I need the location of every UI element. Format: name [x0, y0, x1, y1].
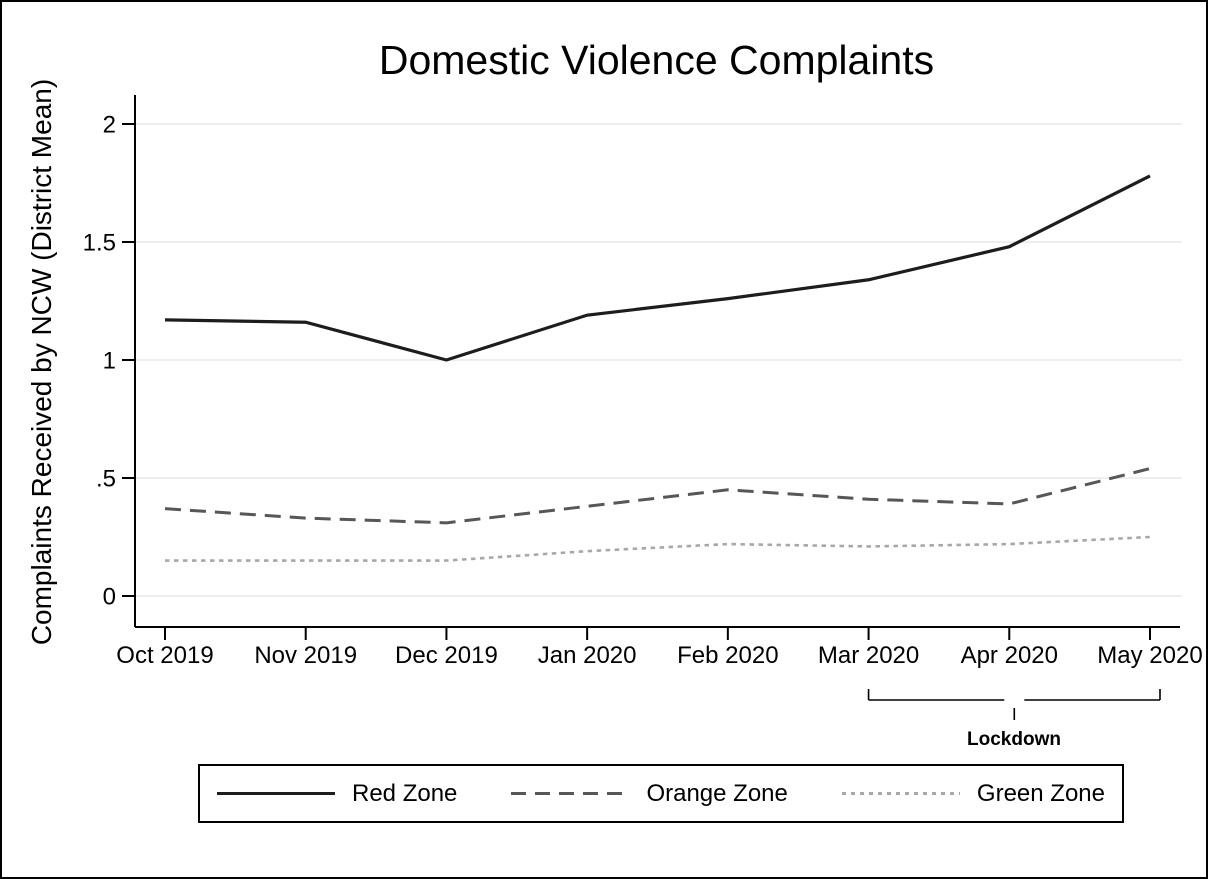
red-zone-line-sample: [217, 792, 335, 795]
legend-item-red-zone: Red Zone: [217, 780, 457, 808]
lockdown-annotation-label: Lockdown: [967, 729, 1061, 750]
orange-zone-line: [164, 467, 1151, 525]
x-tick-label: Dec 2019: [395, 642, 498, 669]
x-tick-label: May 2020: [1097, 642, 1202, 669]
green-zone-line: [165, 535, 1151, 562]
legend-item-orange-zone: Orange Zone: [511, 779, 788, 808]
chart-title: Domestic Violence Complaints: [378, 37, 935, 83]
y-tick-label: 0: [103, 583, 116, 610]
legend-item-green-zone: Green Zone: [841, 779, 1105, 808]
legend-label-green-zone: Green Zone: [976, 779, 1105, 807]
green-zone-line-sample: [841, 792, 960, 795]
x-tick-label: Apr 2020: [961, 642, 1058, 669]
red-zone-line: [164, 174, 1151, 362]
legend-label-red-zone: Red Zone: [352, 779, 458, 807]
x-tick-label: Nov 2019: [254, 642, 357, 669]
orange-zone-line-sample: [511, 792, 630, 795]
y-tick-label: 1: [103, 347, 116, 374]
x-tick-label: Oct 2019: [116, 642, 213, 669]
x-tick-label: Feb 2020: [677, 642, 778, 669]
y-tick-label: 1.5: [83, 229, 116, 256]
x-tick-label: Jan 2020: [538, 642, 637, 669]
x-tick-label: Mar 2020: [818, 642, 919, 669]
y-tick-label: .5: [96, 465, 116, 492]
legend: Red Zone Orange Zone Green Zone: [198, 764, 1124, 823]
legend-label-orange-zone: Orange Zone: [646, 779, 788, 807]
y-tick-label: 2: [103, 111, 116, 138]
